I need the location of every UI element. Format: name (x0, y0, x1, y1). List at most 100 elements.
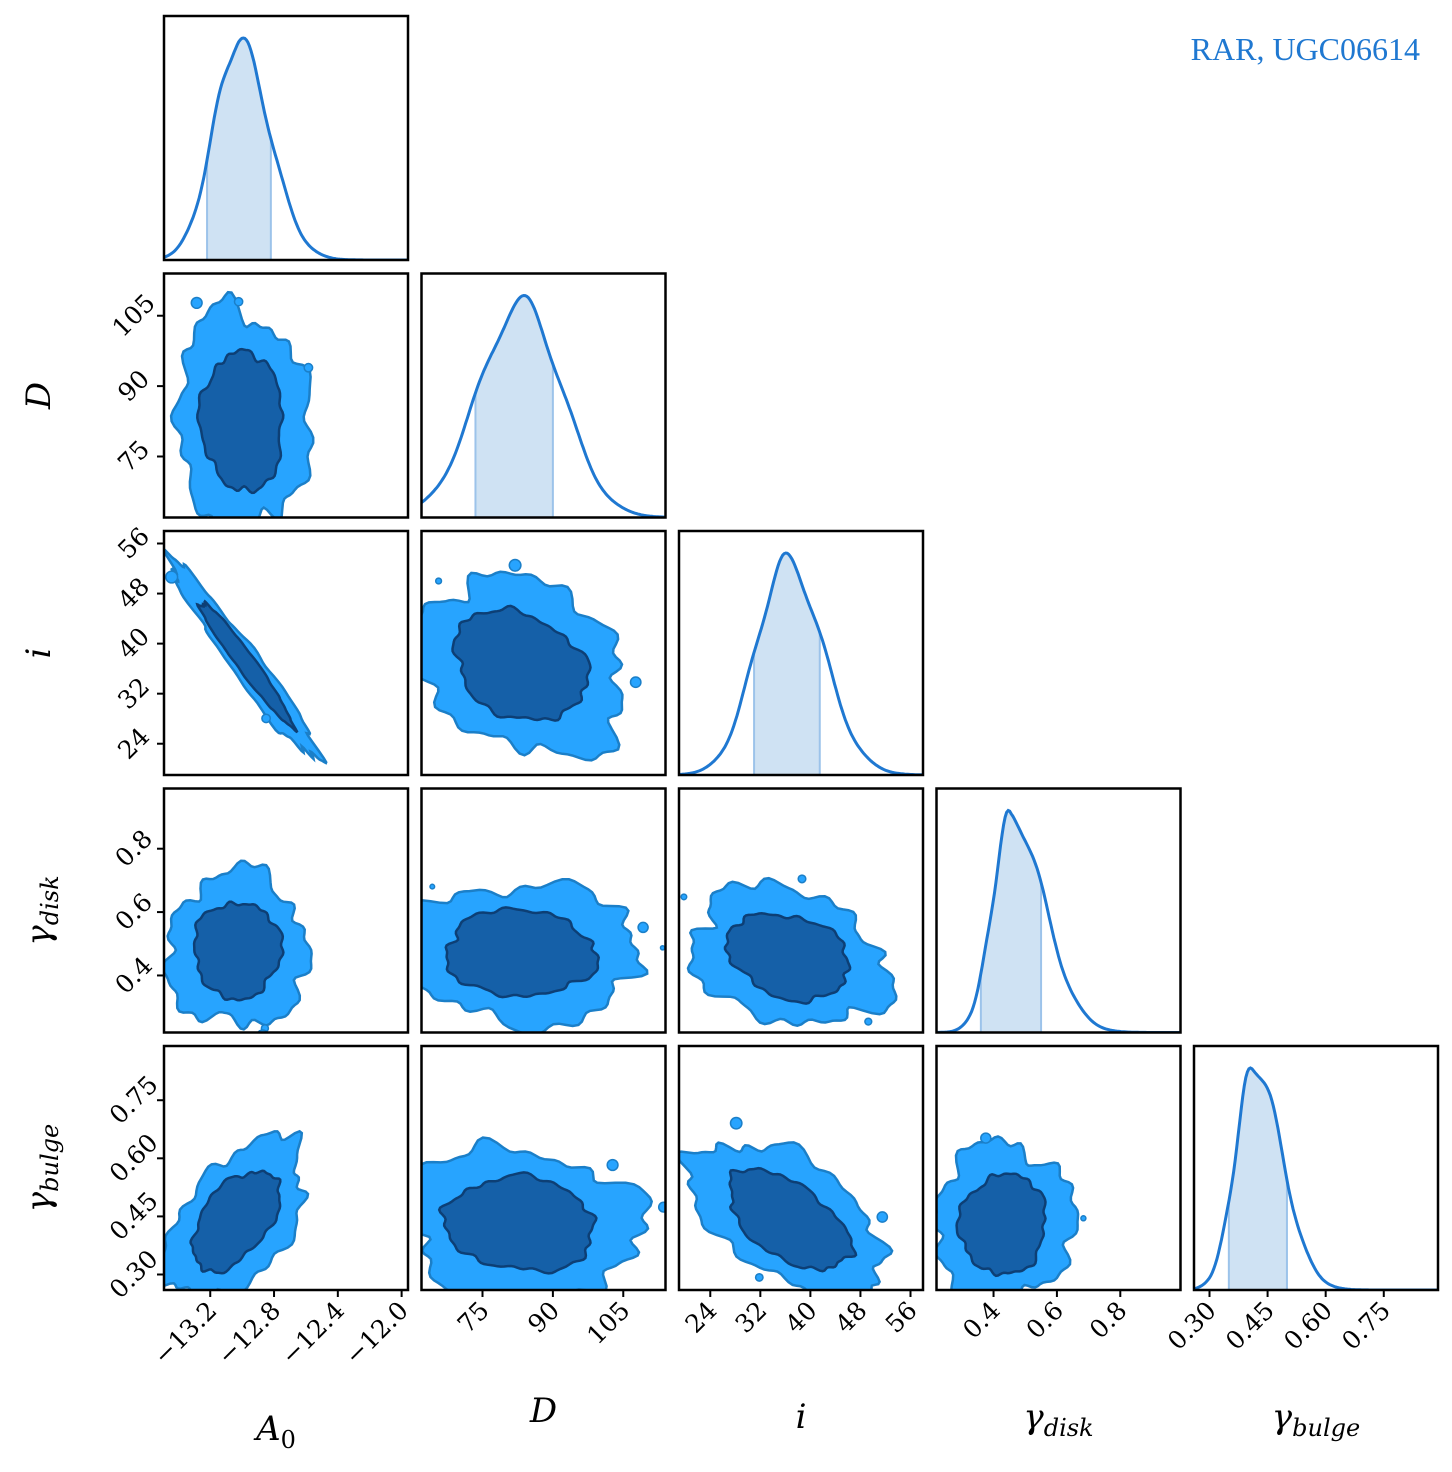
contour-island (233, 296, 244, 307)
contour-panel-a0-i (162, 529, 410, 788)
x-tick-label-gamma-disk: 0.8 (1084, 1296, 1133, 1345)
axis-label-subscript: 0 (281, 1426, 296, 1454)
contour-island (326, 779, 335, 788)
panel-frame (935, 1044, 1182, 1292)
contour-island (637, 921, 649, 934)
axis-label-main: D (19, 382, 59, 410)
contour-68 (444, 906, 600, 999)
contour-68 (196, 347, 285, 495)
density-curve-i (679, 551, 923, 775)
axis-label-main: i (796, 1397, 807, 1437)
density-curve-a0 (164, 36, 408, 260)
marginal-panel-gamma-bulge (1192, 1044, 1440, 1292)
density-curve-gamma-bulge (1194, 1066, 1438, 1290)
contour-68 (437, 1171, 598, 1275)
panel-frame (420, 529, 667, 777)
panel-frame (420, 787, 667, 1034)
x-tick-label-gamma-bulge: 0.60 (1278, 1296, 1338, 1356)
contour-panel-d-gamma-disk (420, 787, 667, 1034)
x-tick-label-gamma-bulge: 0.45 (1220, 1296, 1280, 1356)
x-tick-label-a0: −13.2 (148, 1296, 223, 1371)
y-tick-label-gamma-disk: 0.4 (109, 951, 158, 1000)
contour-panel-d-i (420, 529, 667, 777)
x-tick-label-i: 40 (780, 1296, 823, 1339)
y-tick-label-gamma-bulge: 0.45 (104, 1186, 164, 1246)
contour-68 (955, 1172, 1047, 1278)
axis-label-main: i (19, 648, 59, 659)
contour-68 (189, 1169, 282, 1275)
x-tick-label-i: 56 (880, 1296, 923, 1339)
contour-68 (723, 912, 852, 1005)
x-axis-label-gamma-disk: γdisk (1023, 1397, 1093, 1442)
axis-label-main: γ (19, 925, 59, 946)
contour-island (234, 1299, 243, 1308)
y-axis-label-gamma-disk: γdisk (19, 875, 64, 945)
axis-label-subscript: bulge (1292, 1414, 1360, 1442)
x-axis-label-i: i (796, 1397, 807, 1437)
contour-panel-a0-d (162, 272, 410, 519)
contour-island (729, 1116, 743, 1130)
contour-island (190, 296, 203, 310)
contour-panel-a0-gamma-bulge (162, 1044, 410, 1308)
contour-island (659, 944, 666, 951)
y-axis-label-i: i (19, 648, 59, 659)
panel-frame (935, 787, 1182, 1034)
contour-island (864, 1017, 873, 1026)
y-tick-label-gamma-disk: 0.6 (109, 887, 158, 936)
contour-island (657, 1201, 666, 1213)
contour-island (229, 1302, 235, 1308)
x-tick-label-i: 48 (830, 1296, 873, 1339)
panel-frame (162, 14, 410, 262)
contour-island (261, 713, 272, 724)
x-tick-label-a0: −12.8 (212, 1296, 287, 1371)
y-tick-label-d: 105 (107, 288, 161, 342)
contour-68 (451, 604, 592, 722)
y-axis-label-d: D (19, 382, 59, 410)
density-curve-gamma-disk (936, 808, 1181, 1033)
y-tick-label-d: 90 (112, 364, 155, 407)
y-tick-label-d: 75 (112, 435, 155, 478)
panel-frame (677, 529, 925, 777)
contour-68 (195, 599, 299, 734)
x-axis-label-d: D (529, 1391, 557, 1431)
panel-frame (162, 272, 410, 519)
contour-panel-i-gamma-bulge (677, 1044, 925, 1292)
y-axis-label-gamma-bulge: γbulge (19, 1124, 64, 1212)
contour-island (367, 1200, 376, 1209)
credible-band-i (754, 553, 820, 775)
x-tick-label-gamma-disk: 0.6 (1021, 1296, 1070, 1345)
contour-island (680, 893, 688, 901)
y-tick-label-gamma-bulge: 0.60 (104, 1128, 164, 1188)
y-tick-label-i: 48 (112, 572, 155, 615)
axis-label-main: A (253, 1409, 281, 1449)
y-tick-label-i: 40 (112, 622, 155, 665)
axis-label-subscript: disk (1044, 1414, 1094, 1442)
credible-band-gamma-bulge (1228, 1068, 1287, 1290)
contour-island (434, 577, 443, 585)
x-tick-label-d: 90 (522, 1296, 565, 1339)
contour-island (165, 570, 179, 584)
x-tick-label-gamma-disk: 0.4 (957, 1296, 1006, 1345)
y-tick-label-gamma-disk: 0.8 (109, 824, 158, 873)
axis-label-main: D (529, 1391, 557, 1431)
axis-label-subscript: disk (36, 875, 64, 925)
marginal-panel-i (677, 529, 925, 777)
marginal-panel-gamma-disk (935, 787, 1182, 1034)
panel-frame (420, 1044, 667, 1292)
credible-band-a0 (207, 38, 271, 260)
axis-label-main: γ (1272, 1397, 1293, 1437)
contour-island (606, 1158, 619, 1172)
marginal-panel-a0 (162, 14, 410, 262)
x-tick-label-i: 24 (680, 1296, 723, 1339)
x-tick-label-gamma-bulge: 0.75 (1336, 1296, 1396, 1356)
contour-panel-a0-gamma-disk (162, 787, 410, 1034)
contour-island (876, 1211, 889, 1223)
panel-frame (162, 529, 410, 777)
contour-island (754, 1272, 764, 1282)
y-tick-label-i: 24 (112, 722, 155, 765)
contour-island (429, 883, 436, 890)
y-tick-label-gamma-bulge: 0.75 (104, 1070, 164, 1130)
panel-frame (420, 272, 667, 519)
